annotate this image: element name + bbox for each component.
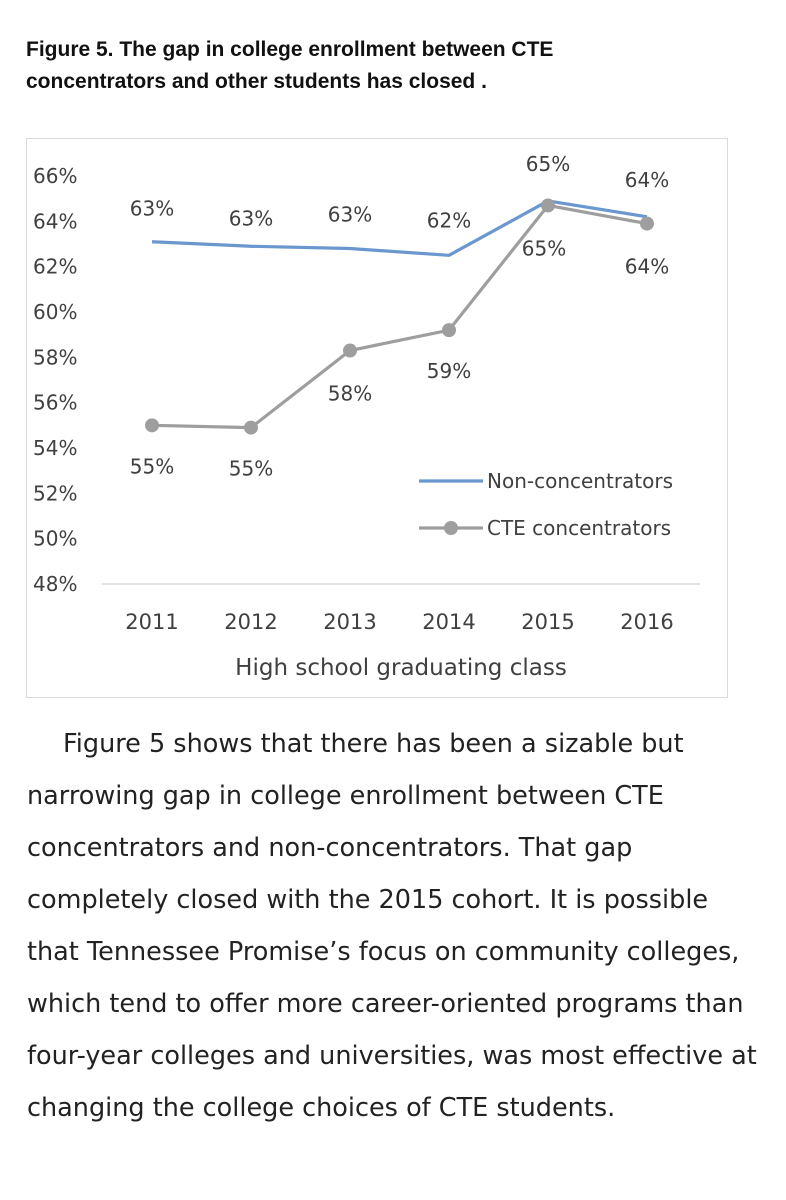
data-point-cte-concentrators	[244, 420, 258, 435]
data-point-cte-concentrators	[541, 198, 555, 213]
data-point-cte-concentrators	[640, 216, 654, 231]
y-tick-label: 66%	[33, 164, 77, 188]
x-tick-label: 2015	[521, 610, 574, 634]
chart-frame: 48% 50% 52% 54% 56% 58% 60% 62% 64% 66% 2011 2012 20…	[26, 138, 728, 698]
x-tick-label: 2013	[323, 610, 376, 634]
x-tick-label: 2011	[125, 610, 178, 634]
y-tick-label: 60%	[33, 300, 77, 324]
figure-title-line-2: concentrators and other students has clo…	[26, 70, 487, 93]
data-label-cte-concentrators: 59%	[427, 359, 471, 383]
data-label-non-concentrators: 65%	[526, 152, 570, 176]
legend-marker-cte-concentrators	[444, 521, 458, 535]
data-label-cte-concentrators: 65%	[522, 236, 566, 260]
body-paragraph: Figure 5 shows that there has been a siz…	[27, 729, 757, 1123]
data-point-cte-concentrators	[442, 323, 456, 338]
x-axis-title: High school graduating class	[235, 655, 567, 681]
y-tick-label: 64%	[33, 209, 77, 233]
y-tick-label: 62%	[33, 255, 77, 279]
x-tick-label: 2012	[224, 610, 277, 634]
data-label-non-concentrators: 63%	[229, 206, 273, 230]
legend-label-cte-concentrators: CTE concentrators	[487, 516, 671, 540]
data-point-cte-concentrators	[145, 418, 159, 433]
data-label-non-concentrators: 63%	[328, 203, 372, 227]
y-tick-label: 54%	[33, 436, 77, 460]
series-line-cte-concentrators	[151, 203, 648, 430]
figure-title-line-1: Figure 5. The gap in college enrollment …	[26, 38, 554, 61]
data-label-cte-concentrators: 55%	[130, 454, 174, 478]
data-label-non-concentrators: 64%	[625, 168, 669, 192]
series-line-non-concentrators	[151, 199, 648, 257]
x-tick-label: 2016	[620, 610, 673, 634]
x-tick-label: 2014	[422, 610, 475, 634]
data-label-cte-concentrators: 58%	[328, 382, 372, 406]
data-point-cte-concentrators	[343, 343, 357, 358]
data-label-cte-concentrators: 64%	[625, 255, 669, 279]
data-label-non-concentrators: 62%	[427, 208, 471, 232]
y-tick-label: 48%	[33, 572, 77, 596]
y-tick-label: 52%	[33, 481, 77, 505]
y-tick-label: 58%	[33, 345, 77, 369]
figure-title: Figure 5. The gap in college enrollment …	[26, 34, 726, 98]
data-label-non-concentrators: 63%	[130, 197, 174, 221]
body-paragraph-container: Figure 5 shows that there has been a siz…	[27, 718, 757, 1134]
data-label-cte-concentrators: 55%	[229, 457, 273, 481]
y-tick-label: 50%	[33, 527, 77, 551]
y-tick-label: 56%	[33, 391, 77, 415]
legend-label-non-concentrators: Non-concentrators	[487, 469, 673, 493]
enrollment-line-chart: 48% 50% 52% 54% 56% 58% 60% 62% 64% 66% 2011 2012 20…	[33, 152, 700, 681]
